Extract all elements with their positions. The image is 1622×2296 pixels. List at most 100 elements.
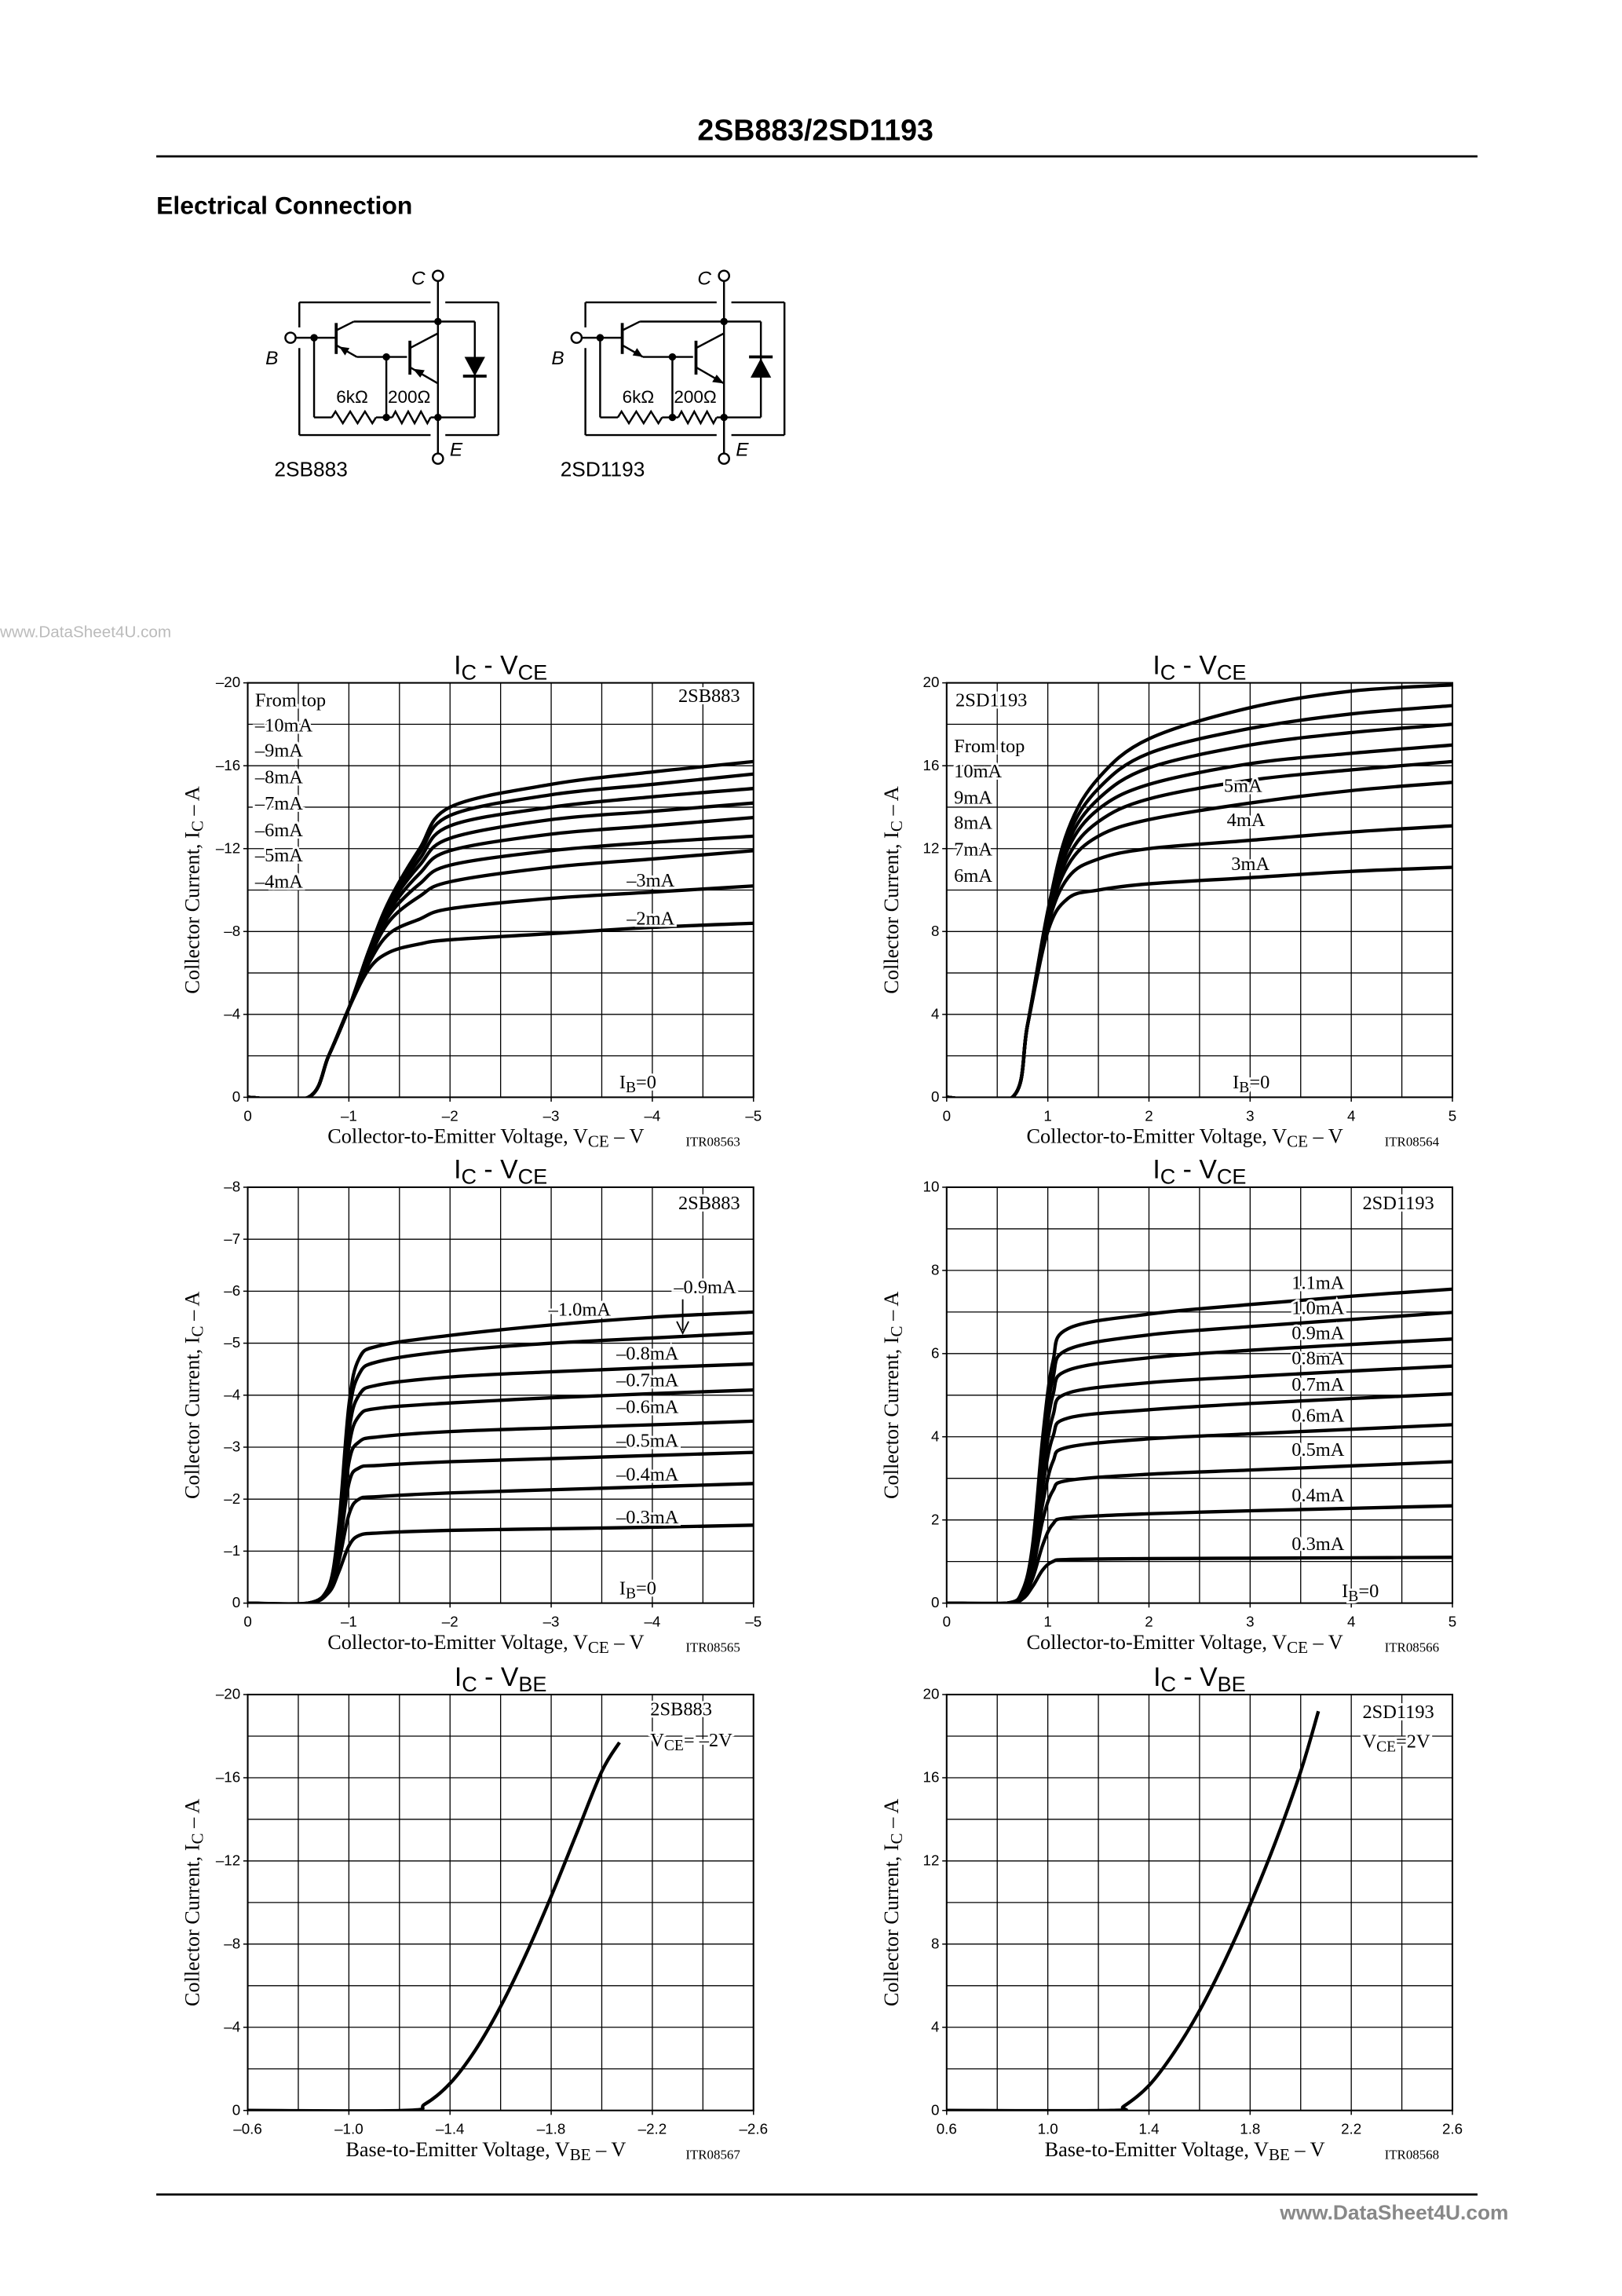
x-tick-label: 5 bbox=[1448, 1614, 1456, 1630]
x-axis-label: Base-to-Emitter Voltage, VBE – V bbox=[345, 2138, 626, 2164]
pointer-head bbox=[676, 1321, 689, 1335]
series-label: 9mA bbox=[954, 788, 992, 809]
y-tick-label: 16 bbox=[923, 757, 940, 773]
chart-title-part: CE bbox=[1217, 1164, 1247, 1188]
page-title: 2SB883/2SD1193 bbox=[697, 113, 933, 146]
series-label: 5mA bbox=[1224, 776, 1262, 797]
y-axis-label: Collector Current, IC – A bbox=[880, 786, 906, 993]
wire bbox=[695, 332, 725, 349]
x-tick-label: 0 bbox=[243, 1614, 251, 1630]
series-label: –0.8mA bbox=[616, 1344, 679, 1365]
y-axis-label-part: – A bbox=[181, 1799, 204, 1834]
x-axis-label: Collector-to-Emitter Voltage, VCE – V bbox=[1026, 1631, 1343, 1657]
x-tick-label: –2.2 bbox=[638, 2121, 667, 2137]
x-axis-label-part: CE bbox=[1287, 1638, 1308, 1657]
chart-title-part: BE bbox=[518, 1673, 546, 1696]
y-axis-label-part: Collector Current, I bbox=[880, 1844, 903, 2007]
device-label: 2SB883 bbox=[678, 1193, 740, 1214]
x-axis-label-part: Collector-to-Emitter Voltage, V bbox=[1026, 1631, 1287, 1654]
chart-title-part: - V bbox=[477, 1155, 518, 1185]
condition-label-part: CE bbox=[1376, 1739, 1396, 1756]
y-axis-label: Collector Current, IC – A bbox=[880, 1799, 906, 2006]
x-axis-label-part: – V bbox=[1290, 2138, 1325, 2161]
bias-label-part: B bbox=[626, 1585, 636, 1602]
device-label: 2SD1193 bbox=[955, 690, 1027, 711]
series-label: –0.3mA bbox=[616, 1507, 679, 1528]
y-axis-label-part: Collector Current, I bbox=[181, 1336, 204, 1499]
y-tick-label: 10 bbox=[923, 1179, 940, 1195]
x-axis-label-part: Collector-to-Emitter Voltage, V bbox=[327, 1125, 588, 1148]
series-label: 0.8mA bbox=[1291, 1347, 1344, 1369]
x-tick-label: –1.0 bbox=[334, 2121, 363, 2137]
figure-code: ITR08567 bbox=[685, 2148, 740, 2163]
y-tick-label: 0 bbox=[931, 1088, 939, 1105]
x-tick-label: 1.0 bbox=[1038, 2121, 1058, 2137]
bias-label-part: I bbox=[619, 1578, 626, 1599]
chart-title-part: C bbox=[462, 1673, 477, 1696]
condition-label-part: =2V bbox=[1396, 1731, 1430, 1753]
curve bbox=[946, 865, 1453, 1098]
x-tick-label: –1 bbox=[341, 1107, 357, 1124]
bias-label: IB=0 bbox=[619, 1072, 656, 1096]
series-label: 0.7mA bbox=[1291, 1374, 1344, 1395]
y-tick-label: –4 bbox=[224, 2018, 240, 2035]
x-tick-label: 1 bbox=[1043, 1614, 1051, 1630]
device-label: 2SD1193 bbox=[561, 458, 645, 481]
x-axis-label-part: – V bbox=[591, 2138, 627, 2161]
series-label: –0.7mA bbox=[616, 1370, 679, 1391]
y-axis-label-part: Collector Current, I bbox=[880, 1336, 903, 1499]
y-axis-label: Collector Current, IC – A bbox=[181, 1292, 207, 1499]
x-axis-label: Collector-to-Emitter Voltage, VCE – V bbox=[327, 1631, 644, 1657]
y-axis-label-part: – A bbox=[880, 1292, 903, 1326]
node bbox=[382, 413, 390, 422]
chart-title-part: CE bbox=[518, 1164, 548, 1188]
y-axis-label-part: C bbox=[887, 1325, 906, 1336]
series-label: 0.3mA bbox=[1291, 1534, 1344, 1555]
y-tick-label: 0 bbox=[931, 2101, 939, 2118]
y-axis-label: Collector Current, IC – A bbox=[181, 786, 207, 993]
chart-title-part: C bbox=[1160, 1164, 1176, 1188]
series-label: –6mA bbox=[254, 820, 303, 841]
y-axis-label-part: – A bbox=[181, 786, 204, 821]
bias-label-part: I bbox=[1342, 1581, 1348, 1602]
wire bbox=[409, 332, 439, 349]
diode bbox=[464, 356, 485, 376]
x-tick-label: –2 bbox=[442, 1614, 458, 1630]
y-tick-label: 8 bbox=[931, 923, 939, 939]
x-axis-label-part: CE bbox=[1287, 1132, 1308, 1151]
terminal bbox=[718, 452, 730, 465]
device-label: 2SB883 bbox=[678, 686, 740, 707]
resistor-label: 200Ω bbox=[388, 387, 430, 407]
y-tick-label: 6 bbox=[931, 1344, 939, 1361]
bias-label-part: =0 bbox=[1358, 1581, 1379, 1602]
x-tick-label: –5 bbox=[745, 1107, 762, 1124]
y-axis-label-part: C bbox=[887, 821, 906, 832]
y-tick-label: 0 bbox=[232, 1088, 240, 1105]
y-tick-label: –4 bbox=[224, 1005, 240, 1022]
arrow bbox=[338, 346, 350, 356]
y-tick-label: –5 bbox=[224, 1334, 240, 1351]
y-axis-label-part: Collector Current, I bbox=[181, 1844, 204, 2007]
device-label: 2SD1193 bbox=[1362, 1193, 1434, 1214]
y-axis-label-part: – A bbox=[880, 786, 903, 821]
x-tick-label: –0.6 bbox=[233, 2121, 262, 2137]
node bbox=[310, 334, 318, 342]
x-tick-label: 4 bbox=[1347, 1107, 1355, 1124]
x-tick-label: 1.8 bbox=[1240, 2121, 1260, 2137]
chart-title-part: I bbox=[1153, 1155, 1160, 1185]
chart-title-part: - V bbox=[1175, 1155, 1217, 1185]
y-axis-label-part: C bbox=[188, 1833, 207, 1844]
x-axis-label: Collector-to-Emitter Voltage, VCE – V bbox=[327, 1125, 644, 1151]
resistor-label: 6kΩ bbox=[623, 387, 655, 407]
series-label: 7mA bbox=[954, 839, 992, 860]
x-tick-label: 0 bbox=[943, 1107, 951, 1124]
y-tick-label: –12 bbox=[216, 839, 240, 856]
chart-title-part: CE bbox=[1217, 660, 1247, 684]
bias-label-part: B bbox=[1239, 1080, 1249, 1096]
resistor bbox=[616, 409, 663, 426]
series-label: 0.9mA bbox=[1291, 1322, 1344, 1344]
chart-title-part: C bbox=[1161, 1673, 1177, 1696]
resistor bbox=[391, 409, 432, 426]
